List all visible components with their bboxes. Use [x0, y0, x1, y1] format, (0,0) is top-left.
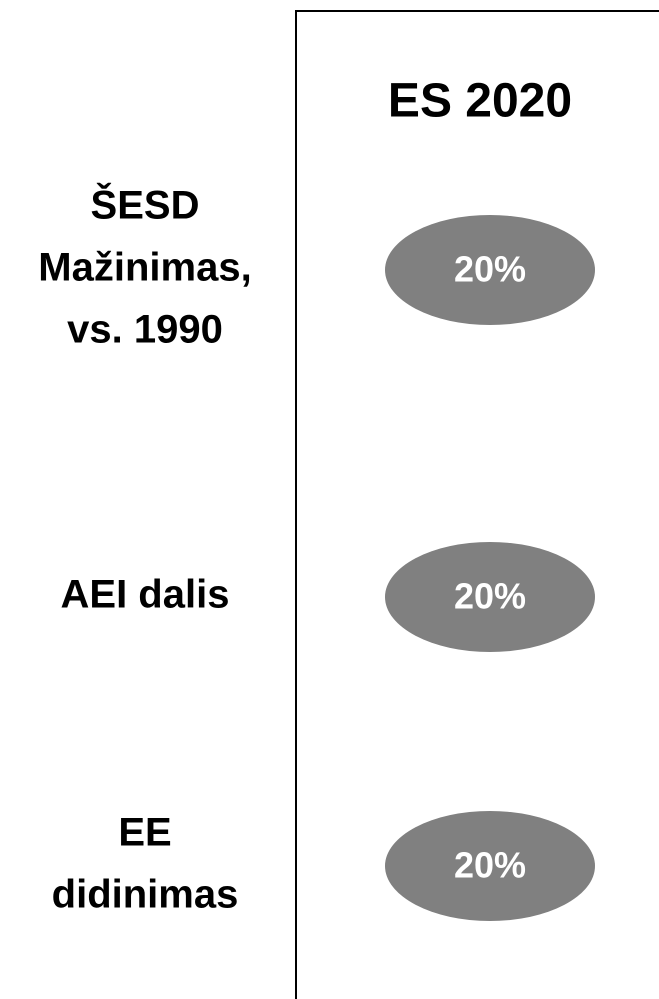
row-value: 20%	[454, 845, 526, 886]
row-label: Mažinimas,	[38, 246, 251, 290]
row-label: AEI dalis	[61, 573, 230, 617]
row-label: EE	[118, 811, 171, 855]
row-value: 20%	[454, 249, 526, 290]
column-header: ES 2020	[388, 75, 572, 128]
value-badge	[385, 811, 595, 921]
value-badge	[385, 542, 595, 652]
value-badge	[385, 215, 595, 325]
row-label: didinimas	[52, 873, 239, 917]
row-label: ŠESD	[91, 182, 200, 228]
row-label: vs. 1990	[67, 308, 223, 352]
row-value: 20%	[454, 576, 526, 617]
